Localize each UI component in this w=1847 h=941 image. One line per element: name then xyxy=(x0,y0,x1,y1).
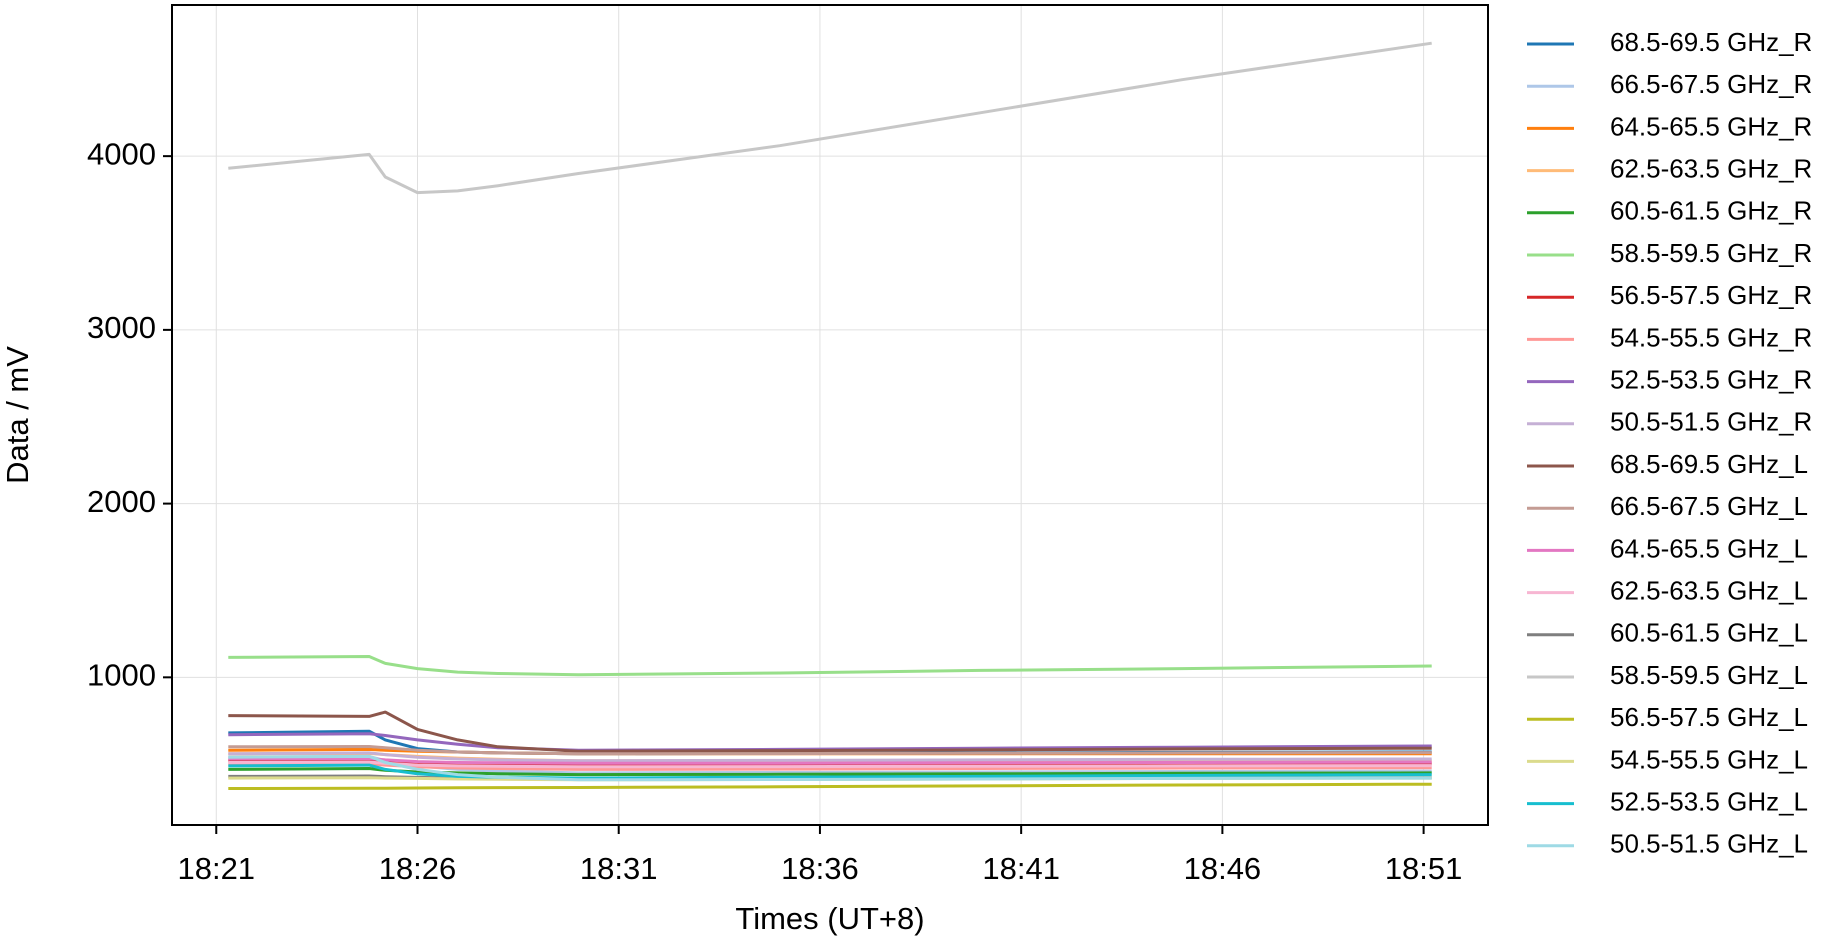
legend-label: 64.5-65.5 GHz_L xyxy=(1610,533,1808,563)
legend-label: 56.5-57.5 GHz_R xyxy=(1610,280,1812,310)
legend-label: 60.5-61.5 GHz_R xyxy=(1610,196,1812,226)
x-tick-label: 18:21 xyxy=(177,851,255,886)
legend-label: 62.5-63.5 GHz_R xyxy=(1610,153,1812,183)
legend-label: 52.5-53.5 GHz_L xyxy=(1610,786,1808,816)
legend-label: 50.5-51.5 GHz_L xyxy=(1610,829,1808,859)
legend-label: 68.5-69.5 GHz_R xyxy=(1610,27,1812,57)
legend-label: 66.5-67.5 GHz_R xyxy=(1610,69,1812,99)
series-line xyxy=(228,655,1432,677)
series-line xyxy=(228,782,1432,790)
series-line xyxy=(228,754,1432,782)
y-axis-label: Data / mV xyxy=(0,346,35,484)
x-tick-label: 18:26 xyxy=(379,851,457,886)
legend-label: 56.5-57.5 GHz_L xyxy=(1610,702,1808,732)
series-line xyxy=(228,751,1432,763)
plot-frame xyxy=(171,4,1489,826)
y-tick-label: 4000 xyxy=(87,136,156,171)
legend-label: 64.5-65.5 GHz_R xyxy=(1610,111,1812,141)
legend-label: 52.5-53.5 GHz_R xyxy=(1610,364,1812,394)
series-line xyxy=(228,745,1432,756)
x-tick-label: 18:41 xyxy=(982,851,1060,886)
series-line xyxy=(228,710,1432,753)
x-tick-label: 18:36 xyxy=(781,851,859,886)
series-line xyxy=(228,767,1432,777)
legend-label: 50.5-51.5 GHz_R xyxy=(1610,407,1812,437)
legend-label: 60.5-61.5 GHz_L xyxy=(1610,618,1808,648)
legend-label: 54.5-55.5 GHz_L xyxy=(1610,744,1808,774)
legend-label: 58.5-59.5 GHz_L xyxy=(1610,660,1808,690)
x-axis-label: Times (UT+8) xyxy=(735,901,924,936)
series-line xyxy=(228,41,1432,195)
y-tick-label: 1000 xyxy=(87,658,156,693)
legend-label: 58.5-59.5 GHz_R xyxy=(1610,238,1812,268)
legend-label: 62.5-63.5 GHz_L xyxy=(1610,575,1808,605)
y-tick-label: 3000 xyxy=(87,310,156,345)
x-tick-label: 18:31 xyxy=(580,851,658,886)
x-tick-label: 18:51 xyxy=(1385,851,1463,886)
x-tick-label: 18:46 xyxy=(1184,851,1262,886)
series-line xyxy=(228,760,1432,769)
legend-label: 54.5-55.5 GHz_R xyxy=(1610,322,1812,352)
legend-label: 68.5-69.5 GHz_L xyxy=(1610,449,1808,479)
legend-label: 66.5-67.5 GHz_L xyxy=(1610,491,1808,521)
y-tick-label: 2000 xyxy=(87,484,156,519)
series-line xyxy=(228,762,1432,771)
